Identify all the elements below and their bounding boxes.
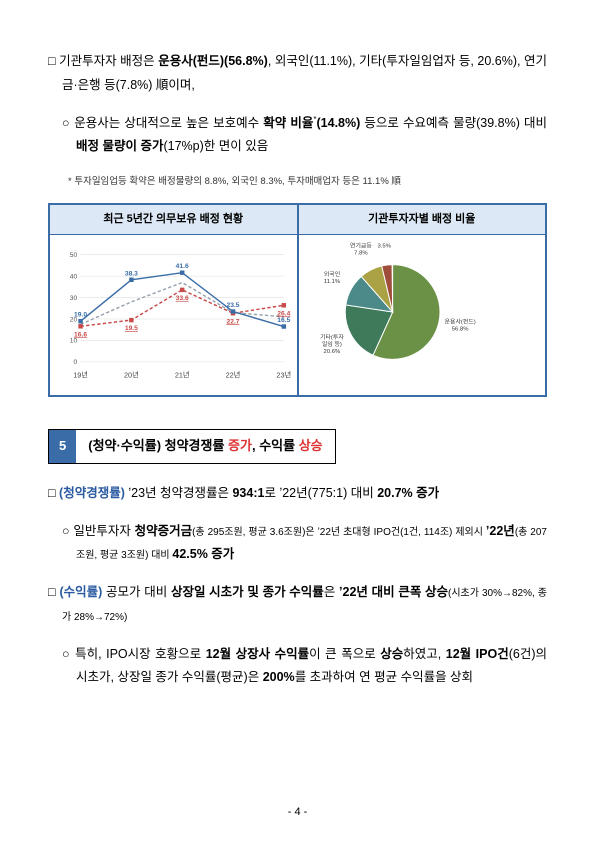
para-competition-rate: □ (청약경쟁률) ʼ23년 청약경쟁률은 934:1로 ʼ22년(775:1)… [48,482,547,506]
svg-text:3.5%: 3.5% [377,244,391,250]
svg-text:50: 50 [70,252,78,259]
svg-text:19.5: 19.5 [125,325,138,332]
pie-chart-box: 기관투자자별 배정 비율 운용사(펀드)56.8% 기타(투자일임 등)20.6%… [299,205,546,395]
para-manager-note: ○ 운용사는 상대적으로 높은 보호예수 확약 비율*(14.8%) 등으로 수… [48,112,547,160]
section-title: (청약·수익률) 청약경쟁률 증가, 수익률 상승 [76,430,334,463]
line-chart-body: 0102030405019년20년21년22년23년19.038.341.623… [50,235,297,395]
svg-text:20.6%: 20.6% [323,349,340,355]
svg-text:19.0: 19.0 [74,312,87,319]
section-number: 5 [49,430,76,463]
svg-text:26.4: 26.4 [277,310,290,317]
pie-chart-title: 기관투자자별 배정 비율 [299,205,546,235]
para-return-rate: □ (수익률) 공모가 대비 상장일 시초가 및 종가 수익률은 ʼ22년 대비… [48,581,547,629]
svg-text:16.5: 16.5 [277,317,290,324]
svg-text:일임 등): 일임 등) [321,340,341,348]
svg-text:11.1%: 11.1% [323,279,340,285]
svg-text:22.7: 22.7 [226,318,239,325]
svg-text:30: 30 [70,295,78,302]
page-number: - 4 - [0,802,595,823]
svg-text:41.6: 41.6 [176,263,189,270]
para-deposit: ○ 일반투자자 청약증거금(총 295조원, 평균 3.6조원)은 ʼ22년 초… [48,520,547,568]
svg-text:19년: 19년 [73,371,88,380]
svg-text:운용사(펀드): 운용사(펀드) [444,318,475,326]
svg-text:23.5: 23.5 [226,302,239,309]
svg-text:투자매매,중개업: 투자매매,중개업 [364,241,404,243]
svg-text:40: 40 [70,273,78,280]
svg-text:21년: 21년 [175,371,190,380]
svg-text:56.8%: 56.8% [451,327,468,333]
svg-text:외국인: 외국인 [323,271,339,278]
pie-chart-body: 운용사(펀드)56.8% 기타(투자일임 등)20.6% 외국인11.1% 연기금등7… [299,235,546,395]
svg-text:16.6: 16.6 [74,331,87,338]
svg-text:0: 0 [73,359,77,366]
svg-text:22년: 22년 [226,371,241,380]
svg-text:33.6: 33.6 [176,295,189,302]
svg-text:7.8%: 7.8% [354,251,368,257]
svg-text:10: 10 [70,338,78,345]
svg-text:23년: 23년 [276,371,290,380]
svg-text:20년: 20년 [124,371,139,380]
svg-text:기타(투자: 기타(투자 [320,333,344,341]
svg-text:38.3: 38.3 [125,270,138,277]
section-5-header: 5 (청약·수익률) 청약경쟁률 증가, 수익률 상승 [48,417,547,482]
para-institutional-allocation: □ 기관투자자 배정은 운용사(펀드)(56.8%), 외국인(11.1%), … [48,50,547,98]
footnote-1: * 투자일임업등 확약은 배정물량의 8.8%, 외국인 8.3%, 투자매매업… [48,173,547,191]
para-december-ipo: ○ 특히, IPO시장 호황으로 12월 상장사 수익률이 큰 폭으로 상승하였… [48,643,547,691]
line-chart-box: 최근 5년간 의무보유 배정 현황 0102030405019년20년21년22… [50,205,299,395]
line-chart-title: 최근 5년간 의무보유 배정 현황 [50,205,297,235]
chart-row: 최근 5년간 의무보유 배정 현황 0102030405019년20년21년22… [48,203,547,397]
svg-text:연기금등: 연기금등 [350,242,372,250]
